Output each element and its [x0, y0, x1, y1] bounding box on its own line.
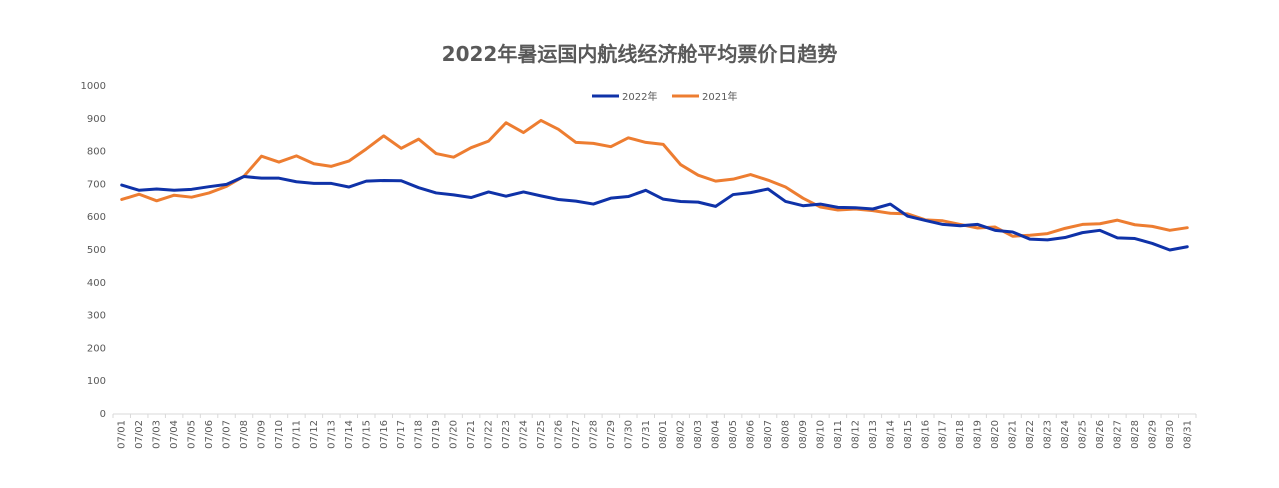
x-tick-label: 08/04: [711, 420, 722, 449]
chart-title: 2022年暑运国内航线经济舱平均票价日趋势: [441, 42, 838, 66]
series-lines: [120, 118, 1189, 252]
y-tick-label: 800: [87, 147, 106, 158]
x-tick-label: 07/28: [588, 420, 599, 449]
x-tick-label: 08/24: [1060, 420, 1071, 449]
x-tick-label: 08/15: [903, 420, 914, 449]
x-tick-label: 07/30: [623, 420, 634, 449]
series-line-1: [120, 118, 1189, 238]
x-tick-label: 07/19: [431, 420, 442, 449]
y-tick-label: 1000: [81, 81, 106, 92]
x-tick-label: 07/12: [309, 420, 320, 449]
x-tick-label: 08/19: [973, 420, 984, 449]
x-tick-label: 07/14: [344, 420, 355, 449]
x-tick-label: 08/05: [728, 420, 739, 449]
x-tick-label: 07/25: [536, 420, 547, 449]
x-tick-label: 07/04: [169, 420, 180, 449]
x-tick-label: 08/28: [1130, 420, 1141, 449]
x-tick-label: 07/02: [134, 420, 145, 449]
y-tick-label: 200: [87, 343, 106, 354]
x-tick-label: 07/16: [379, 420, 390, 449]
x-tick-label: 07/05: [187, 420, 198, 449]
x-tick-label: 08/07: [763, 420, 774, 449]
x-tick-label: 08/16: [920, 420, 931, 449]
x-axis-labels: 07/01 07/02 07/03 07/04 07/05 07/06 07/07 07/08…: [117, 420, 1194, 449]
x-tick-label: 08/30: [1165, 420, 1176, 449]
x-tick-label: 08/27: [1112, 420, 1123, 449]
x-tick-label: 07/07: [222, 420, 233, 449]
x-tick-label: 08/01: [658, 420, 669, 449]
y-tick-label: 400: [87, 278, 106, 289]
y-tick-label: 900: [87, 114, 106, 125]
x-tick-label: 08/26: [1095, 420, 1106, 449]
x-tick-label: 07/11: [291, 420, 302, 449]
x-tick-label: 07/03: [152, 420, 163, 449]
x-tick-label: 07/17: [396, 420, 407, 449]
x-tick-label: 08/17: [938, 420, 949, 449]
x-tick-label: 07/10: [274, 420, 285, 449]
x-tick-label: 07/27: [571, 420, 582, 449]
x-tick-label: 08/06: [746, 420, 757, 449]
x-tick-label: 08/09: [798, 420, 809, 449]
x-tick-label: 08/22: [1025, 420, 1036, 449]
legend: 2022年 2021年: [592, 90, 737, 103]
x-tick-label: 07/26: [553, 420, 564, 449]
y-tick-label: 0: [100, 409, 106, 420]
x-tick-label: 07/20: [449, 420, 460, 449]
y-tick-label: 100: [87, 376, 106, 387]
x-tick-label: 08/23: [1043, 420, 1054, 449]
x-tick-label: 07/24: [518, 420, 529, 449]
x-tick-label: 08/08: [781, 420, 792, 449]
x-tick-label: 07/09: [256, 420, 267, 449]
x-tick-label: 08/02: [676, 420, 687, 449]
series-line-0: [120, 175, 1189, 252]
x-axis: [112, 413, 1197, 418]
x-tick-label: 07/15: [361, 420, 372, 449]
y-axis-labels: 0 100 200 300 400 500 600 700 800 900 1000: [81, 81, 106, 420]
x-tick-label: 08/31: [1182, 420, 1193, 449]
x-tick-label: 07/06: [204, 420, 215, 449]
x-tick-label: 07/01: [117, 420, 128, 449]
x-tick-label: 08/29: [1147, 420, 1158, 449]
legend-label: 2021年: [702, 90, 737, 103]
x-tick-label: 07/08: [239, 420, 250, 449]
x-tick-label: 08/25: [1077, 420, 1088, 449]
x-tick-label: 08/14: [885, 420, 896, 449]
x-tick-label: 08/03: [693, 420, 704, 449]
x-tick-label: 08/11: [833, 420, 844, 449]
y-tick-label: 600: [87, 212, 106, 223]
y-tick-label: 300: [87, 311, 106, 322]
x-tick-label: 07/23: [501, 420, 512, 449]
legend-label: 2022年: [622, 90, 657, 103]
x-tick-label: 07/29: [606, 420, 617, 449]
x-tick-label: 08/21: [1008, 420, 1019, 449]
x-tick-label: 08/18: [955, 420, 966, 449]
x-tick-label: 07/18: [414, 420, 425, 449]
x-tick-label: 08/13: [868, 420, 879, 449]
x-tick-label: 07/31: [641, 420, 652, 449]
x-tick-label: 07/22: [484, 420, 495, 449]
x-tick-label: 08/12: [850, 420, 861, 449]
y-tick-label: 700: [87, 179, 106, 190]
x-tick-label: 08/10: [815, 420, 826, 449]
x-tick-label: 08/20: [990, 420, 1001, 449]
y-tick-label: 500: [87, 245, 106, 256]
x-tick-label: 07/21: [466, 420, 477, 449]
x-tick-label: 07/13: [326, 420, 337, 449]
